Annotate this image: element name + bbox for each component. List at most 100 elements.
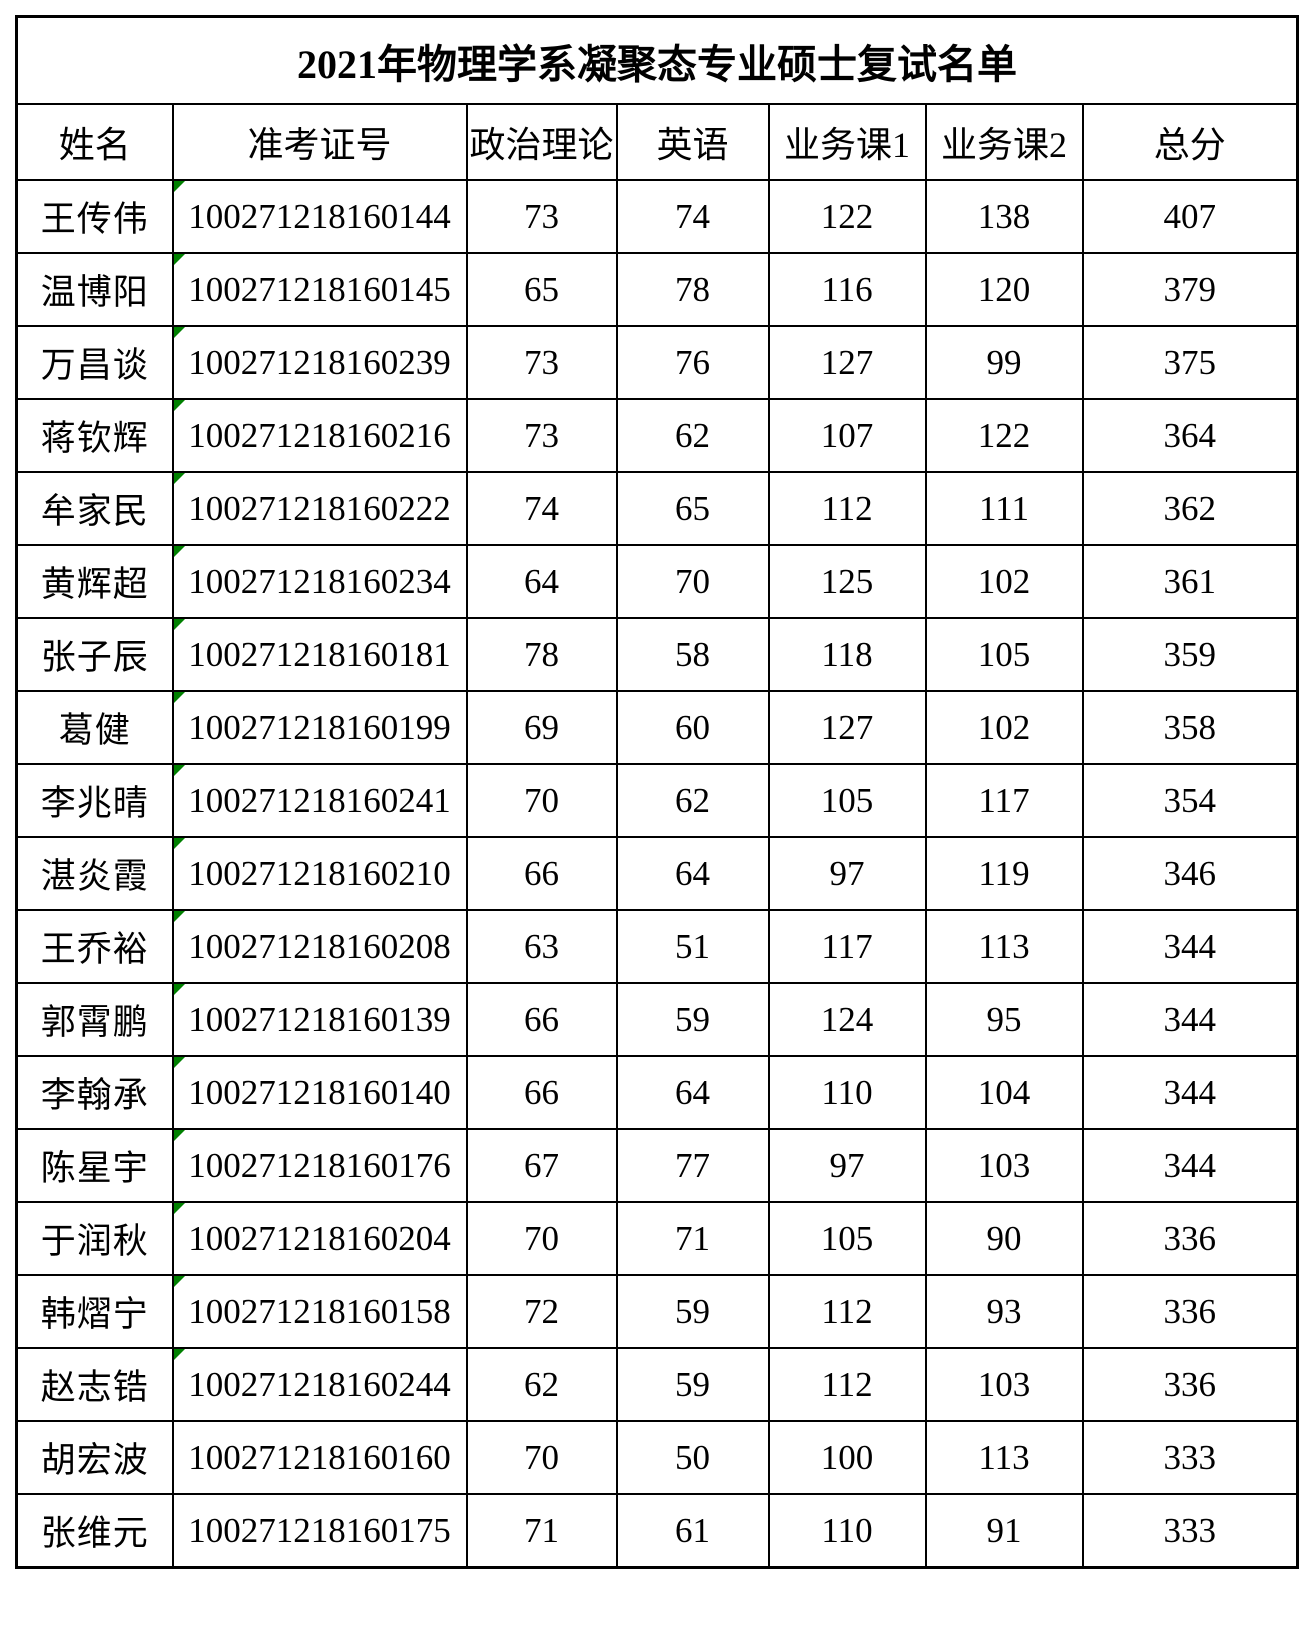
cell-english-score[interactable]: 61 bbox=[615, 1493, 770, 1569]
cell-total-score[interactable]: 344 bbox=[1081, 909, 1299, 984]
cell-major2-score[interactable]: 105 bbox=[924, 617, 1084, 692]
cell-english-score[interactable]: 62 bbox=[615, 763, 770, 838]
cell-english-score[interactable]: 64 bbox=[615, 1055, 770, 1130]
cell-total-score[interactable]: 375 bbox=[1081, 325, 1299, 400]
cell-english-score[interactable]: 77 bbox=[615, 1128, 770, 1203]
cell-major1-score[interactable]: 112 bbox=[767, 1347, 927, 1422]
cell-politics-score[interactable]: 65 bbox=[465, 252, 618, 327]
cell-english-score[interactable]: 59 bbox=[615, 1274, 770, 1349]
cell-politics-score[interactable]: 73 bbox=[465, 398, 618, 473]
cell-applicant-name[interactable]: 湛炎霞 bbox=[15, 836, 174, 911]
cell-admission-number[interactable]: 100271218160140 bbox=[171, 1055, 468, 1130]
cell-admission-number[interactable]: 100271218160239 bbox=[171, 325, 468, 400]
cell-politics-score[interactable]: 73 bbox=[465, 325, 618, 400]
cell-major2-score[interactable]: 102 bbox=[924, 544, 1084, 619]
cell-admission-number[interactable]: 100271218160181 bbox=[171, 617, 468, 692]
cell-english-score[interactable]: 59 bbox=[615, 1347, 770, 1422]
cell-admission-number[interactable]: 100271218160210 bbox=[171, 836, 468, 911]
cell-total-score[interactable]: 354 bbox=[1081, 763, 1299, 838]
cell-admission-number[interactable]: 100271218160176 bbox=[171, 1128, 468, 1203]
cell-applicant-name[interactable]: 郭霄鹏 bbox=[15, 982, 174, 1057]
cell-english-score[interactable]: 51 bbox=[615, 909, 770, 984]
cell-applicant-name[interactable]: 张子辰 bbox=[15, 617, 174, 692]
cell-admission-number[interactable]: 100271218160139 bbox=[171, 982, 468, 1057]
cell-major2-score[interactable]: 111 bbox=[924, 471, 1084, 546]
cell-major2-score[interactable]: 104 bbox=[924, 1055, 1084, 1130]
cell-major2-score[interactable]: 103 bbox=[924, 1347, 1084, 1422]
cell-applicant-name[interactable]: 万昌谈 bbox=[15, 325, 174, 400]
cell-admission-number[interactable]: 100271218160158 bbox=[171, 1274, 468, 1349]
cell-major1-score[interactable]: 127 bbox=[767, 325, 927, 400]
cell-applicant-name[interactable]: 张维元 bbox=[15, 1493, 174, 1569]
cell-major2-score[interactable]: 102 bbox=[924, 690, 1084, 765]
cell-politics-score[interactable]: 62 bbox=[465, 1347, 618, 1422]
cell-politics-score[interactable]: 72 bbox=[465, 1274, 618, 1349]
cell-major2-score[interactable]: 113 bbox=[924, 909, 1084, 984]
cell-applicant-name[interactable]: 李翰承 bbox=[15, 1055, 174, 1130]
cell-major2-score[interactable]: 117 bbox=[924, 763, 1084, 838]
cell-total-score[interactable]: 344 bbox=[1081, 1055, 1299, 1130]
cell-admission-number[interactable]: 100271218160234 bbox=[171, 544, 468, 619]
cell-total-score[interactable]: 358 bbox=[1081, 690, 1299, 765]
cell-admission-number[interactable]: 100271218160144 bbox=[171, 179, 468, 254]
cell-major1-score[interactable]: 112 bbox=[767, 471, 927, 546]
cell-major2-score[interactable]: 91 bbox=[924, 1493, 1084, 1569]
cell-total-score[interactable]: 362 bbox=[1081, 471, 1299, 546]
cell-applicant-name[interactable]: 胡宏波 bbox=[15, 1420, 174, 1495]
cell-total-score[interactable]: 333 bbox=[1081, 1493, 1299, 1569]
cell-major1-score[interactable]: 97 bbox=[767, 836, 927, 911]
cell-total-score[interactable]: 344 bbox=[1081, 1128, 1299, 1203]
cell-major1-score[interactable]: 117 bbox=[767, 909, 927, 984]
cell-politics-score[interactable]: 66 bbox=[465, 982, 618, 1057]
cell-total-score[interactable]: 336 bbox=[1081, 1347, 1299, 1422]
cell-total-score[interactable]: 336 bbox=[1081, 1274, 1299, 1349]
cell-politics-score[interactable]: 69 bbox=[465, 690, 618, 765]
cell-total-score[interactable]: 346 bbox=[1081, 836, 1299, 911]
cell-politics-score[interactable]: 71 bbox=[465, 1493, 618, 1569]
cell-admission-number[interactable]: 100271218160145 bbox=[171, 252, 468, 327]
cell-politics-score[interactable]: 64 bbox=[465, 544, 618, 619]
cell-applicant-name[interactable]: 王乔裕 bbox=[15, 909, 174, 984]
cell-applicant-name[interactable]: 李兆晴 bbox=[15, 763, 174, 838]
cell-applicant-name[interactable]: 牟家民 bbox=[15, 471, 174, 546]
cell-politics-score[interactable]: 78 bbox=[465, 617, 618, 692]
cell-admission-number[interactable]: 100271218160222 bbox=[171, 471, 468, 546]
cell-applicant-name[interactable]: 赵志锆 bbox=[15, 1347, 174, 1422]
cell-major1-score[interactable]: 116 bbox=[767, 252, 927, 327]
cell-major1-score[interactable]: 112 bbox=[767, 1274, 927, 1349]
cell-politics-score[interactable]: 63 bbox=[465, 909, 618, 984]
cell-politics-score[interactable]: 70 bbox=[465, 1201, 618, 1276]
cell-major1-score[interactable]: 100 bbox=[767, 1420, 927, 1495]
cell-major1-score[interactable]: 105 bbox=[767, 1201, 927, 1276]
cell-applicant-name[interactable]: 温博阳 bbox=[15, 252, 174, 327]
cell-politics-score[interactable]: 70 bbox=[465, 1420, 618, 1495]
cell-major2-score[interactable]: 93 bbox=[924, 1274, 1084, 1349]
cell-admission-number[interactable]: 100271218160204 bbox=[171, 1201, 468, 1276]
cell-applicant-name[interactable]: 黄辉超 bbox=[15, 544, 174, 619]
cell-english-score[interactable]: 60 bbox=[615, 690, 770, 765]
cell-applicant-name[interactable]: 于润秋 bbox=[15, 1201, 174, 1276]
cell-english-score[interactable]: 78 bbox=[615, 252, 770, 327]
cell-applicant-name[interactable]: 韩熠宁 bbox=[15, 1274, 174, 1349]
cell-major1-score[interactable]: 125 bbox=[767, 544, 927, 619]
cell-total-score[interactable]: 364 bbox=[1081, 398, 1299, 473]
cell-english-score[interactable]: 58 bbox=[615, 617, 770, 692]
cell-politics-score[interactable]: 67 bbox=[465, 1128, 618, 1203]
cell-major2-score[interactable]: 120 bbox=[924, 252, 1084, 327]
cell-admission-number[interactable]: 100271218160216 bbox=[171, 398, 468, 473]
cell-major1-score[interactable]: 122 bbox=[767, 179, 927, 254]
cell-major1-score[interactable]: 97 bbox=[767, 1128, 927, 1203]
cell-total-score[interactable]: 333 bbox=[1081, 1420, 1299, 1495]
cell-major1-score[interactable]: 107 bbox=[767, 398, 927, 473]
cell-politics-score[interactable]: 66 bbox=[465, 1055, 618, 1130]
cell-english-score[interactable]: 64 bbox=[615, 836, 770, 911]
cell-total-score[interactable]: 344 bbox=[1081, 982, 1299, 1057]
cell-major1-score[interactable]: 105 bbox=[767, 763, 927, 838]
cell-politics-score[interactable]: 74 bbox=[465, 471, 618, 546]
cell-major2-score[interactable]: 99 bbox=[924, 325, 1084, 400]
cell-english-score[interactable]: 65 bbox=[615, 471, 770, 546]
cell-politics-score[interactable]: 66 bbox=[465, 836, 618, 911]
cell-total-score[interactable]: 361 bbox=[1081, 544, 1299, 619]
cell-english-score[interactable]: 50 bbox=[615, 1420, 770, 1495]
cell-admission-number[interactable]: 100271218160160 bbox=[171, 1420, 468, 1495]
